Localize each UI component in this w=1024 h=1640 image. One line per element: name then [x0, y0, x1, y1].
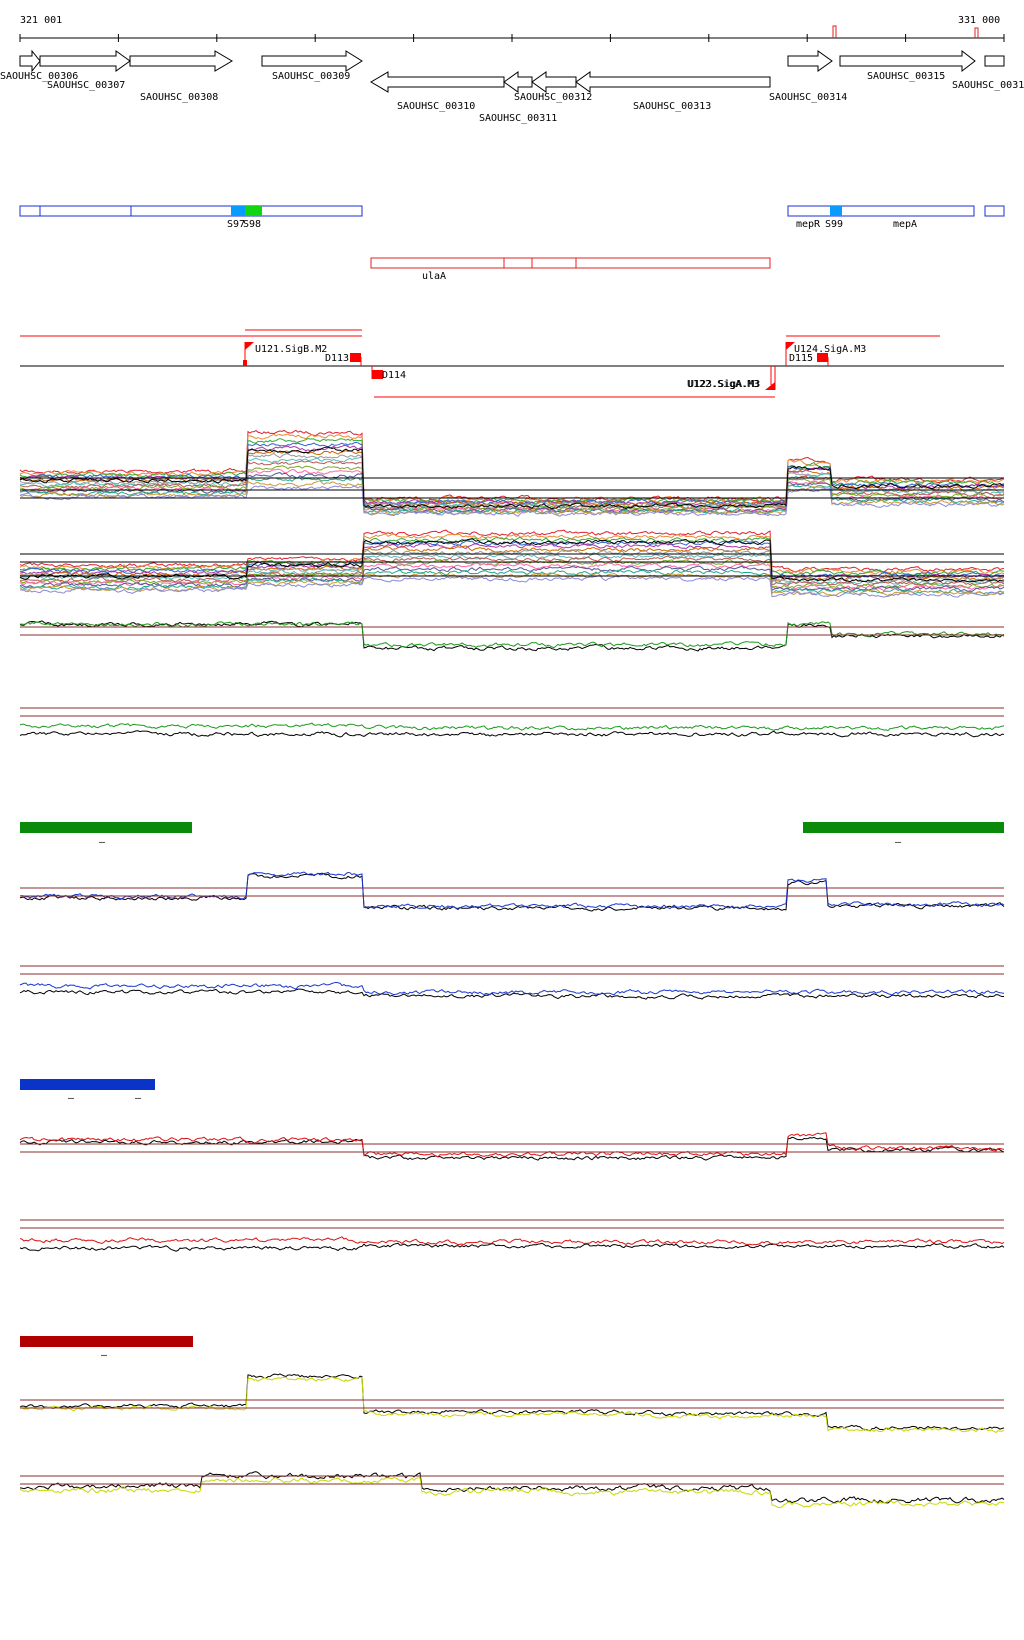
segment-s97[interactable] — [231, 206, 245, 216]
ruler-end-label: 331 000 — [958, 15, 1000, 26]
promoter-d114[interactable] — [372, 370, 383, 379]
condition-bars: – – – – – — [20, 822, 1004, 1361]
gene-arrow-00315[interactable] — [839, 49, 976, 73]
plus-feature-block[interactable] — [19, 205, 363, 217]
sample-trace-mid — [19, 552, 1005, 586]
promoter-label-u123: U123.SigA.M3 — [688, 379, 760, 390]
promoter-d115[interactable] — [817, 353, 828, 362]
plus-feature-block[interactable] — [787, 205, 975, 217]
feature-label-s99: S99 — [825, 219, 843, 230]
profile-trace-black — [19, 1373, 1005, 1432]
gene-label: SAOUHSC_00316 — [952, 80, 1024, 91]
promoter-label-d114: D114 — [382, 370, 406, 381]
gene-arrow-00311[interactable] — [503, 71, 533, 93]
promoter-u121[interactable] — [243, 342, 254, 366]
sample-trace-mid — [19, 562, 1005, 591]
promoter-label-d115: D115 — [789, 353, 813, 364]
gene-arrow-00310[interactable] — [370, 71, 505, 93]
profile-trace-blue — [19, 981, 1005, 996]
minus-strand-feature-track: ulaA — [370, 257, 771, 282]
segment-s98[interactable] — [245, 206, 262, 216]
sample-trace-mid — [19, 529, 1005, 573]
sample-trace-mid — [20, 542, 1005, 580]
gene-track — [19, 49, 1005, 93]
promoter-d113[interactable] — [350, 353, 361, 362]
gene-label: SAOUHSC_00310 — [397, 101, 475, 112]
profile-trace-red — [19, 1132, 1005, 1158]
sample-trace-top — [19, 433, 1005, 504]
sample-trace-mid — [19, 555, 1005, 587]
gene-arrow-00307[interactable] — [39, 50, 131, 72]
sample-trace-mid — [19, 569, 1005, 595]
minus-feature-ulaa[interactable] — [370, 257, 771, 269]
promoter-u122-u123[interactable] — [765, 366, 776, 390]
darkred-condition-bar[interactable] — [20, 1336, 193, 1347]
promoter-label-u121: U121.SigB.M2 — [255, 344, 327, 355]
green-bar-marker: – — [99, 837, 106, 848]
promoter-label-u122: U122.SigA.M3 — [687, 379, 759, 390]
profile-trace-black — [19, 730, 1005, 738]
plus-strand-feature-track: S97 S98 mepR S99 mepA — [19, 205, 1005, 230]
sample-trace-top — [19, 446, 1005, 510]
coordinate-ruler: 321 001 331 000 — [19, 15, 1005, 42]
gene-label: SAOUHSC_00308 — [140, 92, 218, 103]
gene-label: SAOUHSC_00313 — [633, 101, 711, 112]
profile-trace-red — [19, 1236, 1005, 1246]
gene-label: SAOUHSC_00307 — [47, 80, 125, 91]
darkred-bar-marker: – — [101, 1350, 108, 1361]
gene-label: SAOUHSC_00309 — [272, 71, 350, 82]
gene-label: SAOUHSC_00312 — [514, 92, 592, 103]
gene-arrow-00308[interactable] — [129, 50, 233, 72]
sample-trace-mid — [19, 549, 1005, 585]
feature-label-s97: S97 — [227, 219, 245, 230]
expression-profile-area — [19, 429, 1005, 1509]
blue-bar-marker: – — [68, 1093, 75, 1104]
promoter-label-u124: U124.SigA.M3 — [794, 344, 866, 355]
profile-trace-black — [19, 1242, 1005, 1252]
gene-label: SAOUHSC_00306 — [0, 71, 78, 82]
promoter-track: U121.SigB.M2 D113 D114 U124.SigA.M3 D115… — [20, 329, 1004, 398]
profile-trace-yellow — [19, 1476, 1005, 1509]
green-bar-marker: – — [895, 837, 902, 848]
gene-arrow-00306[interactable] — [19, 49, 41, 73]
green-condition-bar[interactable] — [20, 822, 192, 833]
gene-arrow-00316[interactable] — [984, 55, 1005, 67]
sample-trace-mid — [19, 536, 1005, 577]
promoter-u124[interactable] — [785, 342, 795, 366]
profile-trace-black — [19, 620, 1005, 652]
feature-label-mepr: mepR — [796, 219, 821, 230]
sample-trace-top — [19, 460, 1005, 511]
feature-label-s98: S98 — [243, 219, 261, 230]
feature-label-ulaa: ulaA — [422, 271, 446, 282]
gene-arrow-00313[interactable] — [575, 71, 771, 93]
ruler-marker-right — [974, 27, 979, 38]
sample-trace-top — [19, 485, 1005, 517]
promoter-label-d113: D113 — [325, 353, 349, 364]
plus-feature-block[interactable] — [984, 205, 1005, 217]
gene-labels: SAOUHSC_00306 SAOUHSC_00307 SAOUHSC_0030… — [0, 71, 1024, 124]
green-condition-bar[interactable] — [803, 822, 1004, 833]
segment-s99[interactable] — [830, 206, 842, 216]
profile-trace-black — [19, 1136, 1005, 1161]
blue-bar-marker: – — [135, 1093, 142, 1104]
gene-label: SAOUHSC_00314 — [769, 92, 847, 103]
sample-trace-mid — [19, 565, 1005, 592]
blue-condition-bar[interactable] — [20, 1079, 155, 1090]
gene-label: SAOUHSC_00315 — [867, 71, 945, 82]
gene-arrow-00314[interactable] — [787, 50, 833, 72]
feature-label-mepa: mepA — [893, 219, 917, 230]
gene-arrow-00309[interactable] — [261, 50, 363, 72]
profile-trace-black — [19, 988, 1004, 1000]
profile-trace-green — [19, 722, 1005, 732]
sample-trace-mid — [19, 572, 1005, 597]
ruler-marker-left — [832, 25, 837, 38]
gene-label: SAOUHSC_00311 — [479, 113, 557, 124]
ruler-start-label: 321 001 — [20, 15, 62, 26]
sample-trace-mid — [19, 575, 1005, 598]
profile-trace-blue — [19, 871, 1005, 910]
gene-arrow-00312[interactable] — [531, 71, 577, 93]
profile-trace-black — [19, 872, 1005, 912]
sample-trace-mid — [19, 533, 1005, 575]
